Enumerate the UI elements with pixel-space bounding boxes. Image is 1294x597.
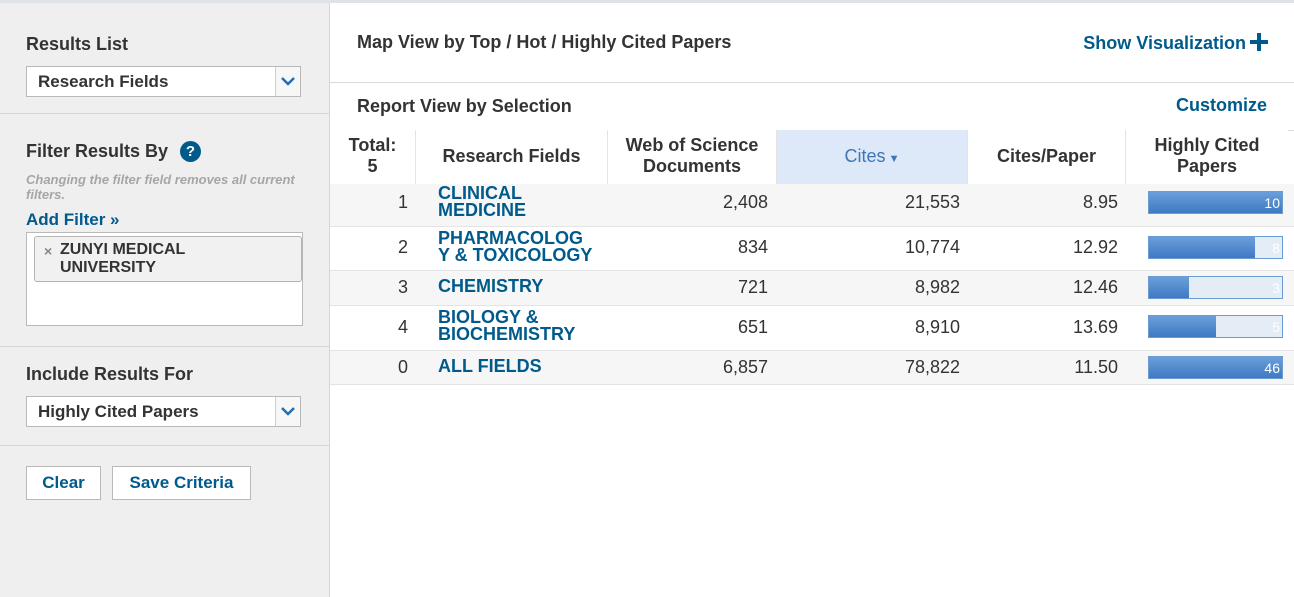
col-wos-documents[interactable]: Web of Science Documents: [608, 130, 777, 184]
field-line1: CHEMISTRY: [438, 276, 544, 296]
filter-chip-label: ZUNYI MEDICAL UNIVERSITY: [60, 241, 186, 276]
col-cites[interactable]: Cites ▼: [777, 130, 968, 184]
sort-desc-icon: ▼: [888, 153, 900, 165]
highly-cited-bar: 8: [1148, 236, 1283, 259]
field-line2: BIOCHEMISTRY: [438, 324, 576, 344]
include-results-dropdown[interactable]: Highly Cited Papers: [26, 396, 301, 427]
table-row: [330, 184, 1294, 227]
results-list-section: Results List Research Fields: [0, 3, 329, 114]
include-results-value: Highly Cited Papers: [38, 402, 199, 421]
field-line2: Y & TOXICOLOGY: [438, 245, 593, 265]
results-list-dropdown[interactable]: Research Fields: [26, 66, 301, 97]
docs-value: 834: [737, 237, 768, 257]
filter-section: [0, 114, 329, 347]
cites-value: 10,774: [904, 237, 960, 257]
col-docs-line1: Web of Science: [625, 135, 759, 155]
bar-label: 10: [1264, 195, 1280, 211]
bar-fill: [1149, 237, 1256, 258]
include-section: [0, 347, 329, 446]
col-hcp-line1: Highly Cited: [1154, 135, 1260, 155]
bar-fill: [1149, 316, 1216, 337]
clear-button[interactable]: Clear: [26, 466, 101, 500]
show-visualization-link[interactable]: Show Visualization: [1083, 31, 1268, 54]
remove-filter-icon[interactable]: ×: [44, 243, 53, 259]
bar-label: 46: [1264, 360, 1280, 376]
col-cites-paper-label: Cites/Paper: [996, 146, 1097, 166]
docs-value: 721: [737, 277, 768, 297]
chevron-down-icon[interactable]: [275, 397, 300, 426]
cites-per-paper-value: 8.95: [1082, 192, 1118, 212]
docs-value: 2,408: [722, 192, 768, 212]
field-line1: CLINICAL: [438, 183, 522, 203]
cites-per-paper-value: 12.92: [1072, 237, 1118, 257]
cites-value: 78,822: [904, 357, 960, 377]
bar-fill: [1149, 277, 1189, 298]
research-field-link[interactable]: CHEMISTRY: [438, 276, 544, 296]
table-row: [330, 306, 1294, 351]
cites-value: 8,910: [914, 317, 960, 337]
plus-icon: [1250, 33, 1268, 51]
docs-value: 6,857: [722, 357, 768, 377]
research-field-link[interactable]: BIOLOGY & BIOCHEMISTRY: [438, 307, 576, 344]
col-research-fields-label: Research Fields: [442, 146, 581, 166]
bar-label: 8: [1272, 240, 1280, 256]
col-cites-label: Cites: [844, 146, 886, 166]
total-label: Total:: [348, 135, 397, 155]
table-row: [330, 227, 1294, 271]
table-row: [330, 271, 1294, 306]
highly-cited-bar: 46: [1148, 356, 1283, 379]
results-list-title: Results List: [26, 34, 129, 54]
research-field-link[interactable]: PHARMACOLOG Y & TOXICOLOGY: [438, 228, 593, 265]
cites-value: 21,553: [904, 192, 960, 212]
bar-fill: [1149, 357, 1282, 378]
add-filter-link[interactable]: Add Filter »: [26, 210, 120, 229]
report-view-title: Report View by Selection: [357, 96, 572, 116]
col-cites-per-paper[interactable]: Cites/Paper: [968, 130, 1126, 184]
map-view-title: Map View by Top / Hot / Highly Cited Pap…: [357, 32, 732, 52]
filter-title: Filter Results By: [26, 141, 169, 161]
col-highly-cited-papers[interactable]: Highly Cited Papers: [1126, 130, 1288, 184]
docs-value: 651: [737, 317, 768, 337]
save-criteria-button[interactable]: Save Criteria: [112, 466, 251, 500]
highly-cited-bar: 5: [1148, 315, 1283, 338]
table-row: [330, 351, 1294, 385]
show-visualization-label: Show Visualization: [1083, 33, 1246, 53]
cites-value: 8,982: [914, 277, 960, 297]
filter-chip: × ZUNYI MEDICAL UNIVERSITY: [34, 236, 302, 282]
col-total: Total: 5: [330, 130, 416, 184]
col-docs-line2: Documents: [642, 156, 741, 176]
row-rank: 2: [397, 237, 408, 257]
col-research-fields[interactable]: Research Fields: [416, 130, 608, 184]
filter-note: Changing the filter field removes all cu…: [26, 172, 295, 202]
field-line1: PHARMACOLOG: [438, 228, 583, 248]
field-line2: MEDICINE: [438, 200, 527, 220]
cites-per-paper-value: 11.50: [1074, 357, 1118, 377]
chevron-down-icon[interactable]: [275, 67, 300, 96]
bar-fill: [1149, 192, 1282, 213]
field-line1: BIOLOGY &: [438, 307, 539, 327]
bar-label: 3: [1272, 280, 1280, 296]
bar-label: 5: [1272, 319, 1280, 335]
research-field-link[interactable]: CLINICAL MEDICINE: [438, 183, 527, 220]
active-filters-box: × ZUNYI MEDICAL UNIVERSITY: [26, 232, 303, 326]
map-view-header: Map View by Top / Hot / Highly Cited Pap…: [330, 3, 1294, 83]
row-rank: 1: [397, 192, 408, 212]
row-rank: 3: [397, 277, 408, 297]
col-hcp-line2: Papers: [1176, 156, 1238, 176]
highly-cited-bar: 3: [1148, 276, 1283, 299]
include-title: Include Results For: [26, 364, 194, 384]
help-icon[interactable]: ?: [180, 141, 201, 162]
total-count: 5: [367, 156, 378, 176]
customize-link[interactable]: Customize: [1175, 95, 1267, 115]
row-rank: 0: [397, 357, 408, 377]
row-rank: 4: [397, 317, 408, 337]
results-list-value: Research Fields: [38, 72, 169, 91]
cites-per-paper-value: 13.69: [1072, 317, 1118, 337]
top-border: [0, 0, 1294, 3]
research-field-link[interactable]: ALL FIELDS: [438, 356, 542, 376]
field-line1: ALL FIELDS: [438, 356, 542, 376]
cites-per-paper-value: 12.46: [1072, 277, 1118, 297]
highly-cited-bar: 10: [1148, 191, 1283, 214]
